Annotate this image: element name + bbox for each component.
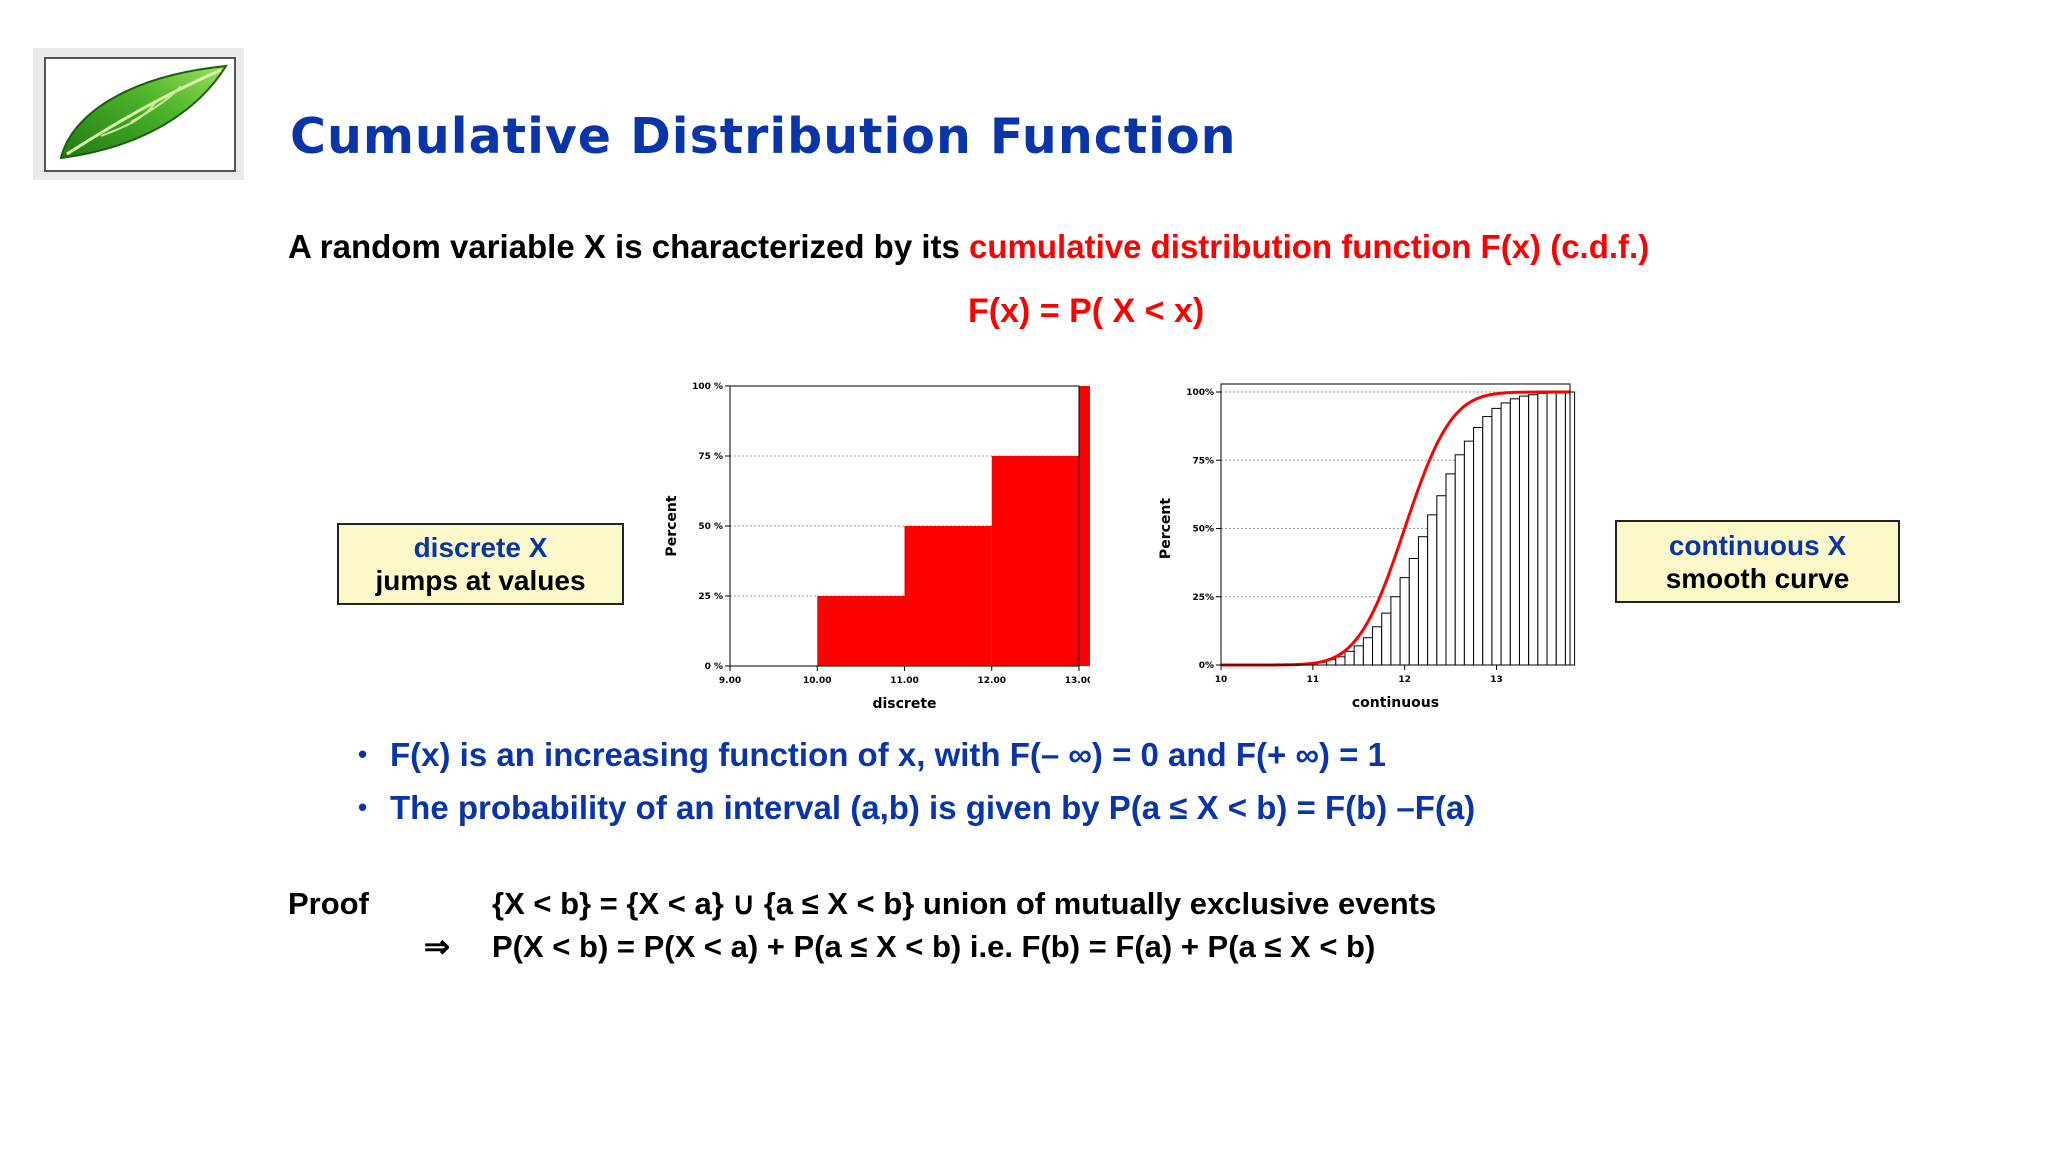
histogram-bar <box>1537 392 1548 666</box>
y-tick-label: 0 % <box>705 662 723 672</box>
x-axis-label: continuous <box>1352 695 1439 711</box>
histogram-bar <box>1491 407 1502 666</box>
discrete-callout-title: discrete X <box>413 532 548 563</box>
histogram-bar <box>1509 398 1520 666</box>
histogram-bar <box>1445 473 1456 666</box>
histogram-bar <box>1335 656 1346 666</box>
y-tick-label: 50 % <box>698 522 723 532</box>
continuous-callout: continuous X smooth curve <box>1615 520 1900 603</box>
histogram-bar <box>1463 440 1475 666</box>
histogram-bar <box>1353 645 1364 666</box>
histogram-bar <box>1427 514 1438 666</box>
histogram-bar <box>1362 637 1374 666</box>
proof-label: Proof <box>288 886 369 921</box>
continuous-callout-text: smooth curve <box>1665 563 1850 594</box>
histogram-bar <box>1344 650 1355 666</box>
plot-frame <box>729 385 1080 667</box>
bullet-text: The probability of an interval (a,b) is … <box>390 789 1476 826</box>
cdf-step-bar <box>991 456 1079 666</box>
proof-line-2: P(X < b) = P(X < a) + P(a ≤ X < b) i.e. … <box>492 929 1376 964</box>
continuous-cdf-chart: 0% 25% 50% 75% 100% 10 11 12 13 continuous Percent <box>1148 374 1578 714</box>
y-tick-label: 0% <box>1199 661 1214 671</box>
y-tick-label: 50% <box>1192 525 1214 535</box>
bullet-icon: • <box>358 739 368 769</box>
histogram-bar <box>1390 596 1401 666</box>
histogram-bar <box>1372 626 1383 666</box>
histogram-bar <box>1381 612 1392 666</box>
bullet-text: F(x) is an increasing function of x, wit… <box>390 736 1386 773</box>
histogram-bar <box>1417 536 1429 666</box>
proof-line-1: {X < b} = {X < a} ∪ {a ≤ X < b} union of… <box>492 886 1437 921</box>
histogram-bar <box>1528 394 1539 666</box>
intro-highlight: cumulative distribution function F(x) (c… <box>969 228 1650 265</box>
histogram-bar <box>1399 577 1410 666</box>
cdf-step-bar <box>904 526 992 666</box>
discrete-cdf-chart: 0 % 25 % 50 % 75 % 100 % 9.00 10.00 11.00 12.00 1… <box>660 378 1090 718</box>
intro-prefix: A random variable X is characterized by … <box>288 228 970 265</box>
x-axis-label: discrete <box>872 696 936 712</box>
discrete-callout-text: jumps at values <box>375 565 586 596</box>
intro-sentence: A random variable X is characterized by … <box>288 228 1649 266</box>
y-axis-label: Percent <box>1158 498 1174 559</box>
x-tick-label: 11 <box>1307 675 1320 685</box>
histogram-bar <box>1454 454 1465 666</box>
y-tick-label: 100% <box>1186 388 1214 398</box>
cdf-step-bar <box>1079 386 1090 666</box>
histogram-bar <box>1546 392 1557 666</box>
y-tick-label: 25% <box>1192 593 1214 603</box>
x-tick-label: 11.00 <box>890 676 918 686</box>
histogram-bar <box>1482 416 1493 666</box>
x-tick-label: 10.00 <box>803 676 831 686</box>
x-tick-label: 13 <box>1490 675 1503 685</box>
x-tick-label: 10 <box>1215 675 1228 685</box>
histogram-bar <box>1555 391 1566 666</box>
y-tick-label: 100 % <box>692 382 723 392</box>
bullet-icon: • <box>358 792 368 822</box>
cdf-formula: F(x) = P( X < x) <box>968 292 1205 330</box>
implies-icon: ⇒ <box>424 929 450 964</box>
x-tick-label: 13.00 <box>1065 676 1090 686</box>
histogram-bar <box>1436 495 1447 666</box>
plot-frame <box>1220 383 1571 666</box>
x-tick-label: 9.00 <box>719 676 741 686</box>
x-tick-label: 12 <box>1398 675 1411 685</box>
histogram-bar <box>1473 426 1484 666</box>
y-tick-label: 25 % <box>698 592 723 602</box>
histogram-bar <box>1518 395 1530 666</box>
x-tick-label: 12.00 <box>978 676 1006 686</box>
discrete-callout: discrete X jumps at values <box>337 523 624 605</box>
y-tick-label: 75% <box>1192 456 1214 466</box>
histogram-bar <box>1408 558 1419 666</box>
y-axis-label: Percent <box>664 495 680 556</box>
list-item: • F(x) is an increasing function of x, wi… <box>358 736 1475 789</box>
histogram-bar <box>1500 402 1511 666</box>
cdf-step-bar <box>817 596 905 666</box>
green-leaf-logo <box>31 46 246 182</box>
y-tick-label: 75 % <box>698 452 723 462</box>
list-item: • The probability of an interval (a,b) is… <box>358 789 1475 842</box>
continuous-callout-title: continuous X <box>1668 530 1847 561</box>
property-list: • F(x) is an increasing function of x, wi… <box>358 736 1475 842</box>
slide-title: Cumulative Distribution Function <box>290 108 1237 165</box>
